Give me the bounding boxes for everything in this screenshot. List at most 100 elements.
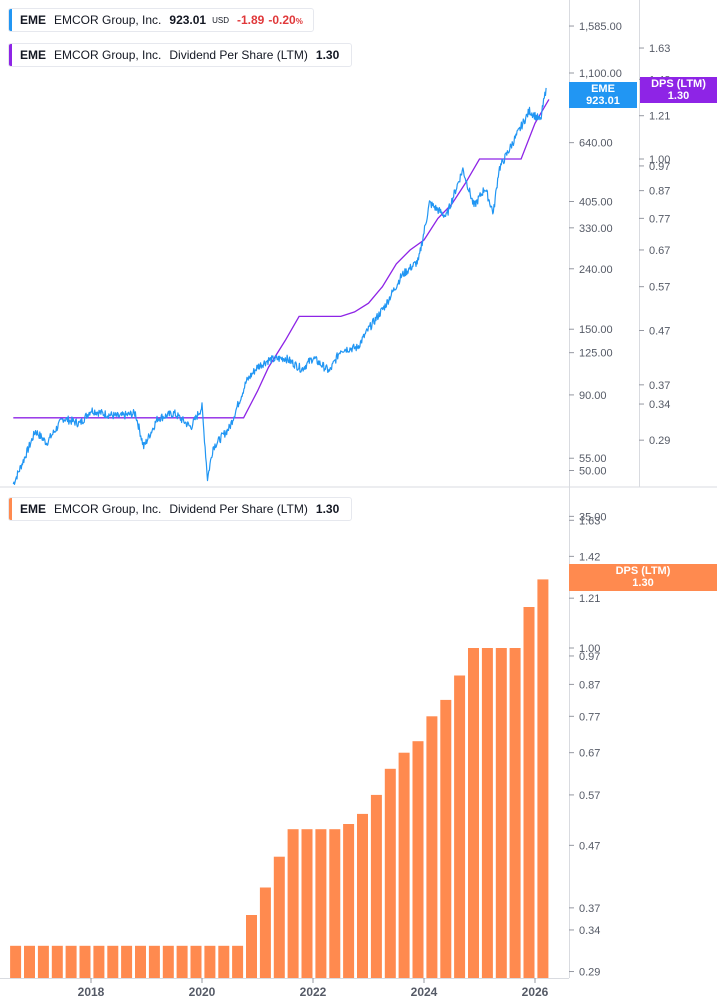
dps-bar xyxy=(37,945,49,978)
dps-bar xyxy=(287,829,299,978)
dps-tick-label: 0.29 xyxy=(649,435,670,447)
legend-ticker: EME xyxy=(20,502,47,516)
price-tick-label: 55.00 xyxy=(579,453,607,465)
dps-bottom-tick-label: 1.21 xyxy=(579,593,600,605)
legend-metric: Dividend Per Share (LTM) xyxy=(169,502,308,516)
legend-price-change: -1.89 xyxy=(236,13,265,27)
dps-line-legend-swatch xyxy=(9,44,12,66)
legend-ticker: EME xyxy=(20,48,47,62)
dps-bottom-tick-label: 0.29 xyxy=(579,967,600,979)
legend-change-pct-value: -0.20 xyxy=(268,13,296,27)
dps-tick-label: 0.67 xyxy=(649,245,670,257)
dps-bar xyxy=(79,945,91,978)
dps-bar xyxy=(398,752,410,978)
price-tick-label: 35.00 xyxy=(579,511,607,523)
price-tick-label: 640.00 xyxy=(579,138,613,150)
dps-bar xyxy=(315,829,327,978)
dps-bottom-tick-label: 0.87 xyxy=(579,679,600,691)
dps-bar xyxy=(426,716,438,978)
price-tick-label: 50.00 xyxy=(579,465,607,477)
time-tick-label: 2022 xyxy=(300,985,327,999)
dps-bottom-tag-value: 1.30 xyxy=(632,577,654,589)
dps-tick-label: 0.47 xyxy=(649,325,670,337)
legend-price-value: 923.01 xyxy=(169,13,207,27)
dps-bar xyxy=(468,648,479,978)
dps-bottom-tick-label: 0.97 xyxy=(579,651,600,663)
dps-bar xyxy=(246,915,257,978)
price-tick-label: 1,585.00 xyxy=(579,21,622,33)
dps-bar xyxy=(232,945,244,978)
dps-bar xyxy=(135,945,146,978)
dps-bar xyxy=(190,945,202,978)
dps-bar xyxy=(509,648,521,978)
dps-bar xyxy=(204,945,216,978)
legend-metric: Dividend Per Share (LTM) xyxy=(169,48,308,62)
dps-bar xyxy=(440,699,452,978)
price-tick-label: 150.00 xyxy=(579,324,613,336)
dps-bottom-tick-label: 1.00 xyxy=(579,643,600,655)
dps-bar xyxy=(301,829,313,978)
legend-ticker: EME xyxy=(20,13,47,27)
price-tick-label: 330.00 xyxy=(579,223,613,235)
time-tick-label: 2020 xyxy=(189,985,216,999)
dps-bottom-tick-label: 0.67 xyxy=(579,748,600,760)
dps-tick-label: 0.37 xyxy=(649,380,670,392)
dps-bar xyxy=(329,829,341,978)
time-tick-label: 2018 xyxy=(78,985,105,999)
dps-bar xyxy=(481,648,493,978)
price-legend-swatch xyxy=(9,9,12,31)
dps-bar xyxy=(24,945,35,978)
dps-tick-label: 0.87 xyxy=(649,186,670,198)
dps-bar xyxy=(259,887,271,978)
dps-bar xyxy=(523,607,535,978)
price-tick-label: 90.00 xyxy=(579,390,607,402)
dps-bar-legend-swatch xyxy=(9,498,12,520)
legend-dps-value: 1.30 xyxy=(315,48,340,62)
price-tick-label: 125.00 xyxy=(579,348,613,360)
time-tick-label: 2024 xyxy=(411,985,438,999)
price-tick-label: 405.00 xyxy=(579,196,613,208)
dps-bar xyxy=(218,945,230,978)
dps-bar xyxy=(370,794,382,978)
dps-bottom-tick-label: 0.77 xyxy=(579,711,600,723)
dps-bar xyxy=(176,945,188,978)
time-tick-label: 2026 xyxy=(522,985,549,999)
dps-bar-layer xyxy=(10,579,549,978)
dps-bar xyxy=(537,579,549,978)
legend-currency: USD xyxy=(212,15,229,25)
dps-bottom-tick-label: 0.34 xyxy=(579,925,600,937)
dps-tick-label: 1.21 xyxy=(649,111,670,123)
dps-bar xyxy=(384,768,396,978)
price-last-tag: EME 923.01 xyxy=(569,82,637,108)
dps-bar-legend[interactable]: EME EMCOR Group, Inc. Dividend Per Share… xyxy=(8,497,353,521)
dps-tick-label: 1.63 xyxy=(649,43,670,55)
dps-top-tag-label: DPS (LTM) xyxy=(651,78,706,90)
dps-bottom-tick-label: 0.37 xyxy=(579,903,600,915)
dps-top-tag-value: 1.30 xyxy=(667,90,690,102)
dps-bar xyxy=(107,945,119,978)
legend-company-name: EMCOR Group, Inc. xyxy=(54,502,162,516)
dps-bar xyxy=(10,945,22,978)
dps-bottom-tick-label: 1.63 xyxy=(579,515,600,527)
dps-tick-label: 0.57 xyxy=(649,282,670,294)
legend-company-name: EMCOR Group, Inc. xyxy=(54,48,162,62)
legend-change-pct-sign: % xyxy=(295,17,303,26)
dps-bar xyxy=(162,945,174,978)
legend-price-change-pct: -0.20% xyxy=(268,13,302,27)
price-tag-label: EME xyxy=(591,83,615,95)
dps-bar xyxy=(412,741,424,978)
dps-bar xyxy=(51,945,63,978)
price-legend[interactable]: EME EMCOR Group, Inc. 923.01 USD -1.89 -… xyxy=(8,8,314,32)
dps-bar xyxy=(454,675,466,978)
dps-tick-label: 1.00 xyxy=(649,154,670,166)
dps-bottom-tick-label: 0.57 xyxy=(579,790,600,802)
dps-bottom-tick-label: 1.42 xyxy=(579,551,600,563)
dps-bottom-tick-label: 0.47 xyxy=(579,840,600,852)
dps-bottom-tag-label: DPS (LTM) xyxy=(615,565,671,577)
dps-bar xyxy=(357,813,368,978)
dps-bar xyxy=(343,824,355,978)
dps-bar xyxy=(148,945,160,978)
dps-line-legend[interactable]: EME EMCOR Group, Inc. Dividend Per Share… xyxy=(8,43,353,67)
dps-bar xyxy=(121,945,133,978)
legend-dps-value: 1.30 xyxy=(315,502,340,516)
